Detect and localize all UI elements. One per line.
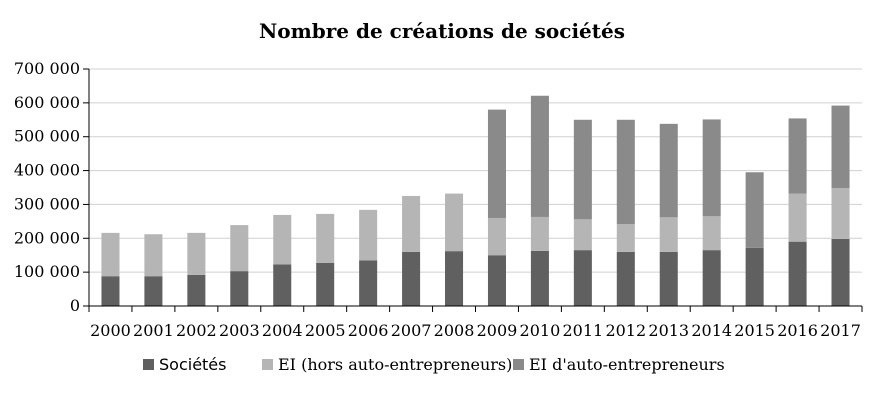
legend-label: EI (hors auto-entrepreneurs) <box>278 355 512 374</box>
bar-segment <box>745 172 764 248</box>
bar-segment <box>101 276 120 306</box>
bar-segment <box>187 232 206 275</box>
bar-segment <box>831 238 850 306</box>
bar-segment <box>144 234 163 277</box>
x-tick-label: 2004 <box>262 321 303 340</box>
bar-segment <box>788 241 807 306</box>
bar-segment <box>702 119 721 217</box>
x-axis-tick-labels: 2000 2001 2002 2003 2004 2005 2006 2007 2008 2009… <box>88 306 863 340</box>
bar-segment <box>273 214 292 265</box>
bar-segment <box>101 232 120 277</box>
bar-segment <box>273 264 292 306</box>
bar-segment <box>616 224 635 252</box>
legend-swatch <box>143 359 154 370</box>
y-tick-label: 600 000 <box>14 93 80 112</box>
x-tick-label: 2014 <box>691 321 732 340</box>
x-tick-label: 2006 <box>348 321 389 340</box>
chart-title: Nombre de créations de sociétés <box>259 19 625 43</box>
y-tick-label: 400 000 <box>14 161 80 180</box>
legend: Sociétés EI (hors auto-entrepreneurs) EI d… <box>143 355 725 374</box>
bar-segment <box>230 225 249 272</box>
x-tick-label: 2016 <box>777 321 818 340</box>
bar-segment <box>702 216 721 251</box>
bar-segment <box>316 213 335 264</box>
legend-label: EI d'auto-entrepreneurs <box>529 355 725 374</box>
x-tick-label: 2007 <box>391 321 432 340</box>
x-tick-label: 2011 <box>563 321 604 340</box>
bar-segment <box>187 274 206 306</box>
x-tick-label: 2000 <box>90 321 131 340</box>
x-tick-label: 2001 <box>133 321 174 340</box>
bar-segment <box>702 250 721 306</box>
bar-segment <box>573 219 592 251</box>
bar-segment <box>831 105 850 189</box>
bar-segment <box>359 260 378 306</box>
legend-label: Sociétés <box>159 355 226 374</box>
x-tick-label: 2002 <box>176 321 217 340</box>
bar-segment <box>487 217 506 256</box>
bar-segment <box>445 193 464 252</box>
gridlines <box>89 68 862 273</box>
bar-segment <box>316 263 335 306</box>
bar-segment <box>359 209 378 261</box>
bar-segment <box>831 188 850 239</box>
legend-swatch <box>513 359 524 370</box>
x-tick-label: 2009 <box>477 321 518 340</box>
y-tick-label: 700 000 <box>14 59 80 78</box>
x-tick-label: 2012 <box>605 321 646 340</box>
bar-segment <box>402 251 421 306</box>
y-tick-label: 0 <box>70 296 80 315</box>
y-tick-label: 500 000 <box>14 127 80 146</box>
x-tick-label: 2017 <box>820 321 861 340</box>
bar-segment <box>487 255 506 306</box>
bar-segment <box>530 250 549 306</box>
bar-segment <box>659 251 678 306</box>
bars <box>101 95 850 306</box>
bar-segment <box>144 276 163 306</box>
bar-segment <box>616 119 635 225</box>
x-tick-label: 2003 <box>219 321 260 340</box>
x-tick-label: 2015 <box>734 321 775 340</box>
bar-segment <box>616 251 635 306</box>
bar-segment <box>487 109 506 218</box>
bar-segment <box>230 271 249 306</box>
bar-segment <box>788 118 807 194</box>
x-tick-label: 2013 <box>648 321 689 340</box>
bar-segment <box>788 193 807 242</box>
bar-segment <box>445 251 464 306</box>
bar-segment <box>402 195 421 252</box>
y-tick-label: 300 000 <box>14 194 80 213</box>
y-tick-label: 100 000 <box>14 262 80 281</box>
y-tick-label: 200 000 <box>14 228 80 247</box>
bar-segment <box>530 95 549 217</box>
bar-segment <box>659 123 678 218</box>
bar-segment <box>573 250 592 306</box>
bar-segment <box>745 247 764 306</box>
bar-segment <box>573 119 592 220</box>
bar-segment <box>659 217 678 252</box>
x-tick-label: 2005 <box>305 321 346 340</box>
x-tick-label: 2008 <box>434 321 475 340</box>
legend-swatch <box>262 359 273 370</box>
y-axis-tick-labels: 0 100 000 200 000 300 000 400 000 500 000 600 … <box>14 59 89 315</box>
bar-segment <box>530 216 549 251</box>
x-tick-label: 2010 <box>520 321 561 340</box>
